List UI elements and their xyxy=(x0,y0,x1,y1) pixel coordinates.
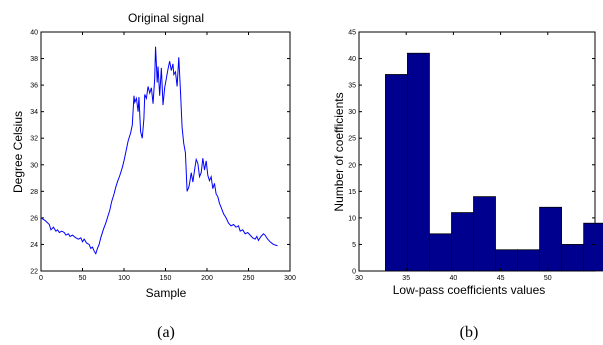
chart-b-bar xyxy=(451,212,474,272)
chart-a-x-tick-label: 50 xyxy=(79,275,87,282)
chart-b-x-tick-label: 30 xyxy=(355,275,363,282)
chart-a-x-tick-label: 300 xyxy=(284,275,296,282)
chart-b-x-ticks: 30 35 40 45 50 xyxy=(355,32,552,282)
chart-a-signal-line xyxy=(40,46,278,255)
chart-a-x-ticks: 0 50 100 150 200 250 300 xyxy=(39,32,296,282)
chart-b-bar xyxy=(385,74,408,272)
chart-a-y-tick-label: 30 xyxy=(30,162,38,169)
chart-a-x-tick-label: 0 xyxy=(39,275,43,282)
chart-a-y-label: Degree Celsius xyxy=(11,111,25,193)
chart-a-y-tick-label: 36 xyxy=(30,83,38,90)
chart-a-x-tick-label: 150 xyxy=(160,275,172,282)
chart-b-x-tick-label: 50 xyxy=(544,275,552,282)
chart-a-x-tick-label: 200 xyxy=(201,275,213,282)
chart-b-x-tick-label: 35 xyxy=(402,275,410,282)
chart-b-bar xyxy=(583,222,603,272)
chart-b-bar xyxy=(495,249,519,272)
chart-a-y-tick-label: 32 xyxy=(30,136,38,143)
chart-b-y-tick-label: 35 xyxy=(348,83,356,90)
chart-b-y-tick-label: 45 xyxy=(348,30,356,37)
chart-b-y-ticks: 0 5 10 15 20 25 30 35 40 45 xyxy=(348,30,595,276)
chart-b-x-tick-label: 45 xyxy=(497,275,505,282)
chart-a-y-tick-label: 38 xyxy=(30,56,38,63)
chart-b-y-tick-label: 0 xyxy=(352,269,356,276)
chart-a-y-tick-label: 40 xyxy=(30,30,38,37)
chart-b-bar xyxy=(473,196,496,272)
chart-b-bar xyxy=(407,52,430,272)
caption-b: (b) xyxy=(460,324,479,341)
chart-b-x-tick-label: 40 xyxy=(450,275,458,282)
chart-b-bar xyxy=(539,206,562,272)
chart-b-y-tick-label: 5 xyxy=(352,242,356,249)
chart-a-y-tick-label: 34 xyxy=(30,109,38,116)
chart-b-y-tick-label: 20 xyxy=(348,162,356,169)
chart-a: Original signal 0 50 100 150 200 250 300 22242… xyxy=(11,11,296,300)
chart-b-bar xyxy=(517,249,540,272)
chart-a-x-tick-label: 100 xyxy=(118,275,130,282)
chart-b-y-label: Number of coefficients xyxy=(332,92,346,211)
chart-a-y-tick-label: 28 xyxy=(30,189,38,196)
chart-b-bar xyxy=(561,244,585,272)
chart-a-y-tick-label: 26 xyxy=(30,215,38,222)
chart-a-title: Original signal xyxy=(128,11,204,25)
chart-b-y-tick-label: 15 xyxy=(348,189,356,196)
chart-b-y-tick-label: 40 xyxy=(348,56,356,63)
chart-a-y-ticks: 22 24 26 28 30 32 34 36 38 40 xyxy=(30,30,290,276)
chart-a-axes-box xyxy=(40,31,291,272)
chart-a-y-tick-label: 22 xyxy=(30,269,38,276)
chart-b-y-tick-label: 25 xyxy=(348,136,356,143)
chart-b-bar xyxy=(429,233,452,272)
chart-a-x-label: Sample xyxy=(146,286,187,300)
chart-b: 30 35 40 45 50 0 5 10 15 20 25 30 35 40 45 Low-pass c… xyxy=(332,30,603,297)
chart-b-x-label: Low-pass coefficients values xyxy=(393,283,546,297)
chart-a-x-tick-label: 250 xyxy=(243,275,255,282)
caption-a: (a) xyxy=(157,324,175,341)
chart-a-y-tick-label: 24 xyxy=(30,242,38,249)
chart-b-y-tick-label: 10 xyxy=(348,215,356,222)
chart-b-y-tick-label: 30 xyxy=(348,109,356,116)
